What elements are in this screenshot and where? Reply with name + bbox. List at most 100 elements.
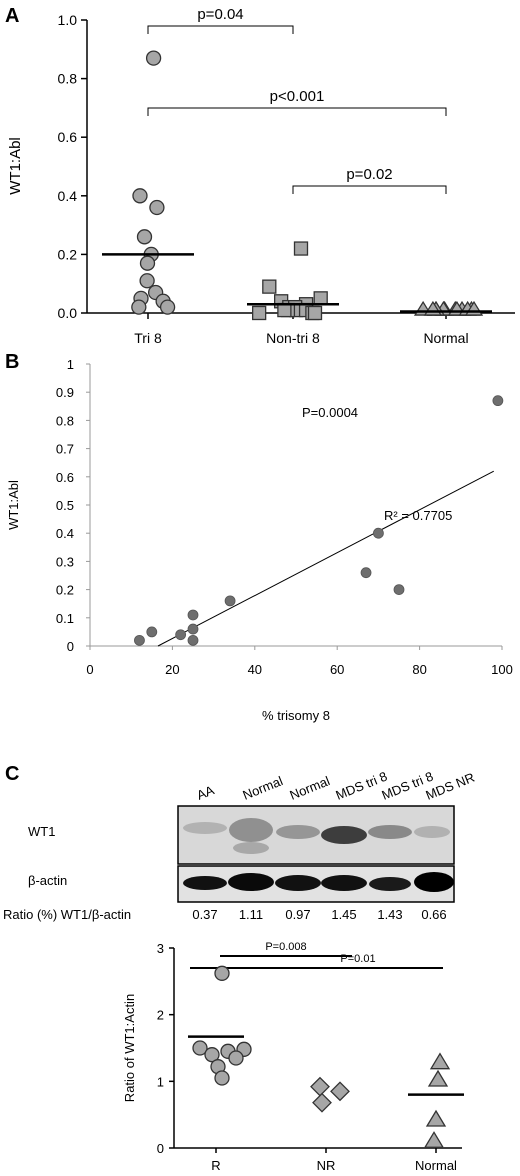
wt1-band-aa [183, 822, 227, 834]
blot-ratio-value: 1.11 [239, 907, 263, 922]
blot-wt1-bands [183, 818, 450, 854]
wt1-band-normal-1-lower [233, 842, 269, 854]
panel-a-category-label: Tri 8 [134, 330, 162, 346]
panel-c-point-normal [427, 1069, 449, 1087]
panel-a-point-tri8 [139, 273, 155, 289]
panel-b-xtick-label: 100 [491, 662, 513, 677]
panel-c-category-label: NR [317, 1158, 336, 1173]
panel-a-point-tri8 [139, 255, 156, 271]
panel-b-xtick-label: 40 [248, 662, 262, 677]
panel-c-point-nr [312, 1092, 332, 1113]
panel-a-point-nontri8 [262, 279, 277, 294]
panel-a-ytick-label: 0.6 [58, 129, 78, 145]
panel-b-point [224, 595, 236, 607]
panel-c-ytick-label: 3 [157, 941, 164, 956]
panel-a-ytick-label: 0.4 [58, 188, 78, 204]
panel-b-point [146, 626, 158, 638]
panel-a-point-tri8 [145, 50, 162, 66]
panel-b-ytick-label: 0 [67, 639, 74, 654]
panel-b-ytick-label: 0.3 [56, 554, 74, 569]
panel-c-p-value: P=0.01 [340, 953, 375, 965]
panel-b-x-label: % trisomy 8 [262, 708, 330, 723]
blot-lane-label: Normal [241, 773, 286, 803]
panel-c-point-r [204, 1047, 220, 1063]
panel-b-ytick-label: 0.8 [56, 413, 74, 428]
blot-actin-bands [183, 872, 454, 892]
actin-band-mds-nr [414, 872, 454, 892]
panel-c-point-normal [423, 1131, 445, 1148]
panel-b-trendline [157, 470, 494, 647]
panel-c-ytick-label: 2 [157, 1008, 164, 1023]
panel-a-point-tri8 [149, 199, 165, 216]
panel-b-letter: B [5, 351, 19, 373]
panel-b-point [393, 584, 405, 595]
panel-a-chart: WT1:Abl 0.0 0.2 0.4 0.6 0.8 1.0 Tri 8 Non-tri … [7, 6, 515, 346]
panel-b-p-value: P=0.0004 [302, 405, 358, 420]
panel-a-letter: A [5, 5, 19, 27]
panel-b-ytick-label: 0.5 [56, 498, 74, 513]
panel-a-category-label: Non-tri 8 [266, 330, 320, 346]
panel-b-y-label: WT1:Abl [6, 480, 21, 530]
panel-b-point [187, 634, 199, 646]
panel-b-point [175, 629, 187, 641]
panel-c-ytick-label: 0 [157, 1141, 164, 1156]
panel-c-point-normal [425, 1109, 447, 1127]
panel-a-point-nontri8 [293, 241, 309, 256]
panel-c-y-label: Ratio of WT1:Actin [122, 994, 137, 1102]
panel-b-point [372, 527, 384, 539]
blot-ratio-label: Ratio (%) WT1/β-actin [3, 907, 131, 922]
panel-a-point-tri8 [132, 188, 148, 204]
panel-c-point-r [214, 1070, 230, 1086]
panel-b-r-squared: R² = 0.7705 [384, 508, 452, 523]
panel-a-ytick-label: 0.0 [58, 305, 78, 321]
blot-ratio-value: 1.43 [377, 907, 402, 922]
panel-a-point-nontri8 [252, 305, 267, 321]
blot-lane-label: AA [195, 782, 217, 803]
blot-ratio-value: 0.66 [421, 907, 446, 922]
panel-a-bracket [147, 25, 294, 34]
actin-band-aa [183, 876, 227, 890]
panel-a-p-value: p=0.02 [346, 166, 392, 183]
panel-b-point [187, 623, 199, 635]
panel-c-point-normal [429, 1052, 451, 1070]
panel-a-ytick-label: 0.2 [58, 246, 78, 262]
panel-a-category-label: Normal [423, 330, 468, 346]
panel-c-point-r [192, 1040, 208, 1056]
panel-c-point-nr [330, 1081, 350, 1102]
panel-c-point-r [214, 965, 230, 981]
panel-b-point [360, 567, 372, 579]
panel-b-ytick-label: 1 [67, 357, 74, 372]
panel-a-bracket [147, 107, 447, 116]
actin-band-mds-2 [369, 877, 411, 891]
panel-b-ytick-label: 0.6 [56, 470, 74, 485]
wt1-band-mds-2 [368, 825, 412, 839]
panel-c-point-r [228, 1050, 244, 1066]
panel-c-p-value: P=0.008 [265, 941, 306, 953]
panel-a-ytick-label: 0.8 [58, 71, 78, 87]
panel-c-category-label: R [211, 1158, 220, 1173]
actin-band-normal-2 [275, 875, 321, 891]
panel-b-ytick-label: 0.2 [56, 583, 74, 598]
panel-a-p-value: p<0.001 [270, 88, 325, 105]
panel-c-letter: C [5, 763, 19, 785]
panel-a-y-label: WT1:Abl [7, 137, 24, 195]
panel-a-point-tri8 [136, 229, 153, 245]
blot-row-wt1: WT1 [28, 824, 55, 839]
panel-b-xtick-label: 20 [165, 662, 179, 677]
panel-b-ytick-label: 0.4 [56, 526, 74, 541]
panel-b-xtick-label: 80 [412, 662, 426, 677]
panel-a-p-value: p=0.04 [197, 6, 243, 23]
panel-b-xtick-label: 0 [86, 662, 93, 677]
panel-b-ytick-label: 0.7 [56, 442, 74, 457]
panel-b-ytick-label: 0.1 [56, 611, 74, 626]
actin-band-normal-1 [228, 873, 274, 891]
panel-a-point-nontri8 [313, 291, 328, 306]
panel-b-xtick-label: 60 [330, 662, 344, 677]
wt1-band-normal-1 [229, 818, 273, 842]
panel-a-point-tri8 [131, 299, 147, 315]
panel-b-chart: WT1:Abl % trisomy 8 0 0.1 0.2 0.3 0.4 0.5 0.6 0… [6, 357, 513, 723]
blot-row-actin: β-actin [28, 873, 67, 888]
wt1-band-mds-1 [321, 826, 367, 844]
